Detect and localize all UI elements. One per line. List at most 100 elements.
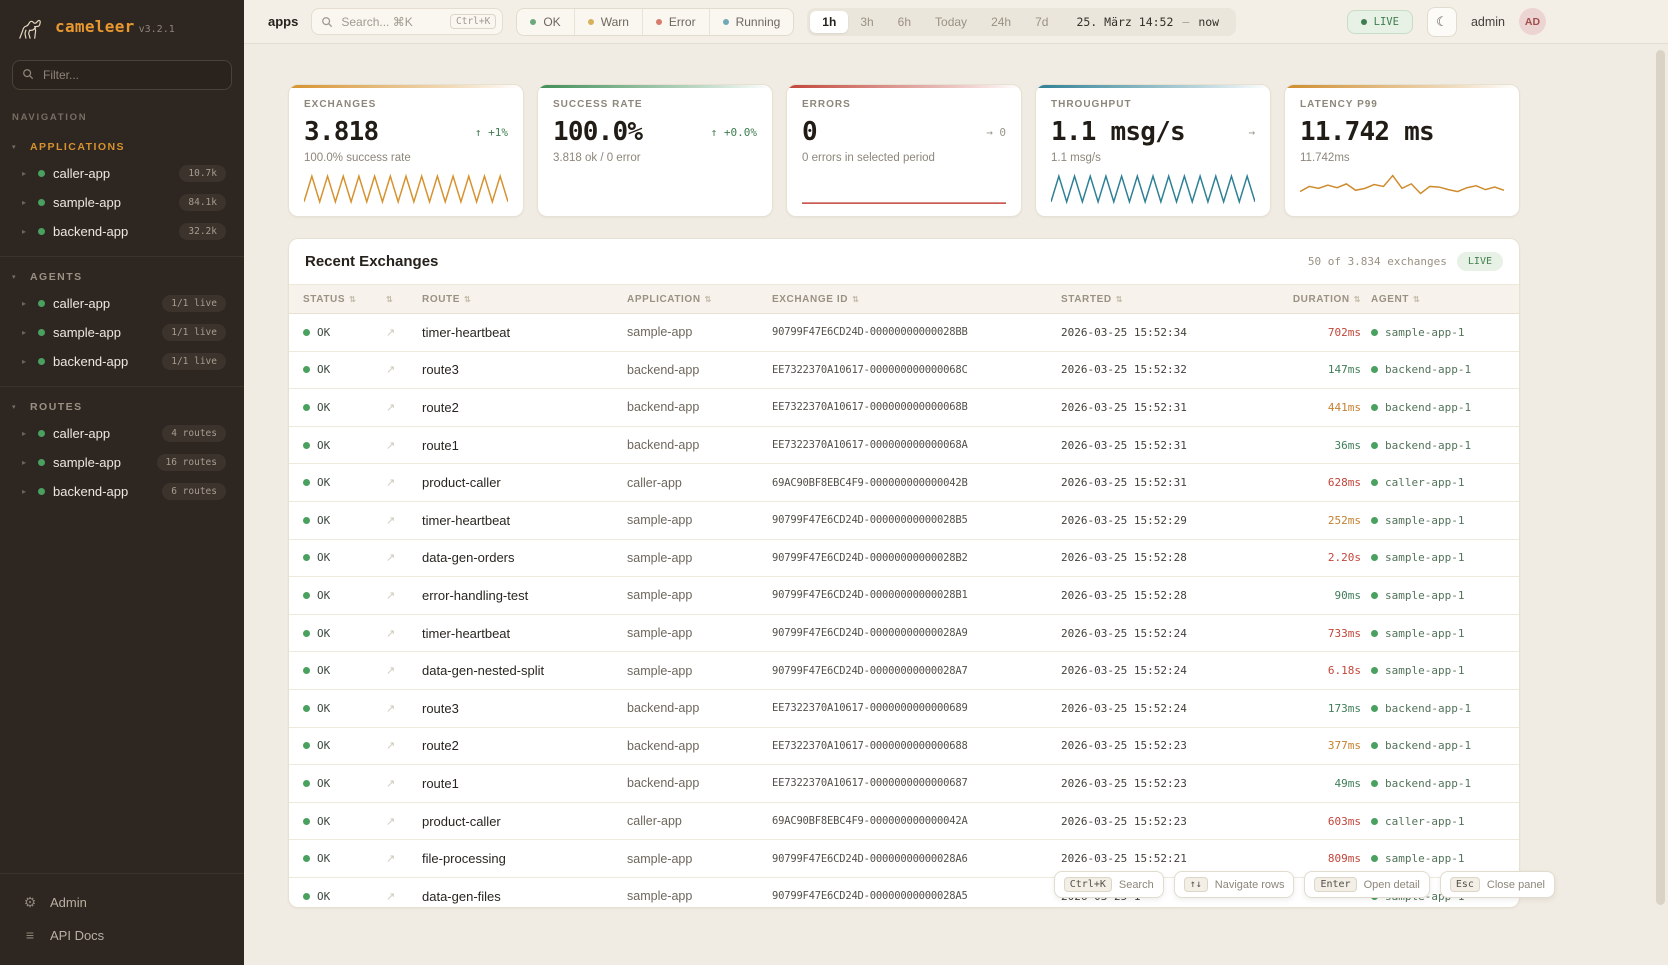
sidebar-item[interactable]: ▸ backend-app 1/1 live [0, 347, 244, 376]
row-started: 2026-03-25 15:52:31 [1061, 438, 1187, 452]
sidebar-item[interactable]: ▸ caller-app 4 routes [0, 419, 244, 448]
avatar[interactable]: AD [1519, 8, 1546, 35]
time-range-button[interactable]: Today [935, 14, 968, 29]
open-link-icon[interactable]: ↗ [386, 740, 396, 753]
sidebar-item[interactable]: ▸ backend-app 6 routes [0, 477, 244, 506]
sidebar-item[interactable]: ▸ backend-app 32.2k [0, 217, 244, 246]
time-range-button[interactable]: 6h [897, 14, 912, 29]
row-application: backend-app [627, 738, 700, 753]
status-filter-chip[interactable]: Running [708, 8, 794, 35]
column-exchange-id[interactable]: EXCHANGE ID ⇅ [772, 293, 860, 305]
status-filter-chip[interactable]: Warn [573, 8, 642, 35]
row-application: sample-app [627, 550, 693, 565]
live-toggle[interactable]: LIVE [1346, 9, 1413, 34]
status-filter-label: OK [543, 14, 561, 29]
table-row[interactable]: OK ↗ error-handling-test sample-app 9079… [289, 577, 1519, 615]
user-name: admin [1470, 14, 1505, 29]
column-agent[interactable]: AGENT ⇅ [1371, 293, 1421, 305]
row-route: route1 [422, 775, 459, 791]
row-exchange-id: 90799F47E6CD24D-00000000000028A5 [772, 890, 968, 903]
sidebar-item[interactable]: ▸ sample-app 1/1 live [0, 318, 244, 347]
row-route: timer-heartbeat [422, 625, 511, 641]
sidebar-item-admin[interactable]: ⚙ Admin [0, 886, 244, 919]
open-link-icon[interactable]: ↗ [386, 439, 396, 452]
table-row[interactable]: OK ↗ product-caller caller-app 69AC90BF8… [289, 464, 1519, 502]
search-input[interactable]: Search... ⌘K Ctrl+K [311, 8, 504, 35]
status-dot-icon [303, 817, 310, 825]
row-exchange-id: 69AC90BF8EBC4F9-000000000000042A [772, 815, 968, 828]
open-link-icon[interactable]: ↗ [386, 552, 396, 565]
open-link-icon[interactable]: ↗ [386, 401, 396, 414]
table-row[interactable]: OK ↗ route2 backend-app EE7322370A10617-… [289, 389, 1519, 427]
open-link-icon[interactable]: ↗ [386, 364, 396, 377]
open-link-icon[interactable]: ↗ [386, 589, 396, 602]
row-status: OK [317, 476, 331, 490]
time-range-button[interactable]: 3h [860, 14, 874, 29]
row-duration: 6.18s [1327, 664, 1361, 678]
open-link-icon[interactable]: ↗ [386, 890, 396, 903]
table-row[interactable]: OK ↗ route3 backend-app EE7322370A10617-… [289, 352, 1519, 390]
sidebar-item[interactable]: ▸ caller-app 10.7k [0, 159, 244, 188]
open-link-icon[interactable]: ↗ [386, 777, 396, 790]
table-row[interactable]: OK ↗ route2 backend-app EE7322370A10617-… [289, 728, 1519, 766]
row-agent: backend-app-1 [1385, 400, 1472, 414]
status-filter-chip[interactable]: OK [517, 9, 573, 35]
row-route: route1 [422, 437, 459, 453]
open-link-icon[interactable]: ↗ [386, 853, 396, 866]
time-range-button[interactable]: 1h [810, 10, 849, 33]
status-filter-chip[interactable]: Error [641, 8, 709, 35]
open-link-icon[interactable]: ↗ [386, 665, 396, 678]
open-link-icon[interactable]: ↗ [386, 477, 396, 490]
scrollbar-thumb[interactable] [1656, 50, 1665, 905]
table-row[interactable]: OK ↗ route1 backend-app EE7322370A10617-… [289, 765, 1519, 803]
table-row[interactable]: OK ↗ product-caller caller-app 69AC90BF8… [289, 803, 1519, 841]
theme-toggle-button[interactable]: ☾ [1426, 6, 1457, 37]
column-duration[interactable]: DURATION ⇅ [1292, 293, 1361, 305]
column-started[interactable]: STARTED ⇅ [1061, 293, 1123, 305]
open-link-icon[interactable]: ↗ [386, 514, 396, 527]
column-status[interactable]: STATUS ⇅ [303, 293, 357, 305]
time-range-button[interactable]: 7d [1035, 14, 1049, 29]
card-subtitle: 3.818 ok / 0 error [553, 152, 641, 164]
sidebar-item[interactable]: ▸ caller-app 1/1 live [0, 289, 244, 318]
column-link[interactable]: ⇅ [386, 295, 422, 304]
table-row[interactable]: OK ↗ data-gen-orders sample-app 90799F47… [289, 540, 1519, 578]
agent-dot-icon [1371, 328, 1378, 336]
sidebar-section-header[interactable]: ▾ APPLICATIONS [0, 139, 244, 159]
row-started: 2026-03-25 15:52:23 [1061, 814, 1187, 828]
table-row[interactable]: OK ↗ timer-heartbeat sample-app 90799F47… [289, 502, 1519, 540]
table-row[interactable]: OK ↗ data-gen-nested-split sample-app 90… [289, 652, 1519, 690]
card-label: ERRORS [802, 99, 851, 110]
sidebar-filter-input[interactable] [12, 60, 232, 90]
table-row[interactable]: OK ↗ timer-heartbeat sample-app 90799F47… [289, 314, 1519, 352]
table-row[interactable]: OK ↗ route3 backend-app EE7322370A10617-… [289, 690, 1519, 728]
column-route[interactable]: ROUTE ⇅ [422, 293, 472, 305]
page-scrollbar[interactable] [1656, 48, 1665, 959]
sidebar-section-header[interactable]: ▾ ROUTES [0, 399, 244, 419]
column-application[interactable]: APPLICATION ⇅ [627, 293, 712, 305]
table-row[interactable]: OK ↗ timer-heartbeat sample-app 90799F47… [289, 615, 1519, 653]
sparkline-chart [304, 171, 508, 207]
context-label: apps [268, 14, 299, 29]
row-duration: 173ms [1327, 701, 1361, 715]
row-agent: sample-app-1 [1385, 551, 1465, 565]
row-exchange-id: 90799F47E6CD24D-00000000000028B1 [772, 589, 968, 602]
row-route: route3 [422, 362, 459, 378]
sidebar-section-header[interactable]: ▾ AGENTS [0, 269, 244, 289]
footer-item-label: Admin [50, 895, 87, 910]
date-range[interactable]: 25. März 14:52 — now [1060, 15, 1233, 29]
sidebar-item[interactable]: ▸ sample-app 16 routes [0, 448, 244, 477]
open-link-icon[interactable]: ↗ [386, 702, 396, 715]
row-agent: sample-app-1 [1385, 325, 1465, 339]
open-link-icon[interactable]: ↗ [386, 326, 396, 339]
table-row[interactable]: OK ↗ file-processing sample-app 90799F47… [289, 840, 1519, 878]
open-link-icon[interactable]: ↗ [386, 627, 396, 640]
row-started: 2026-03-25 15:52:28 [1061, 588, 1187, 602]
sidebar-item[interactable]: ▸ sample-app 84.1k [0, 188, 244, 217]
sidebar-item-api-docs[interactable]: ≡ API Docs [0, 919, 244, 951]
time-range-button[interactable]: 24h [991, 14, 1012, 29]
table-row[interactable]: OK ↗ route1 backend-app EE7322370A10617-… [289, 427, 1519, 465]
card-subtitle: 100.0% success rate [304, 152, 411, 164]
open-link-icon[interactable]: ↗ [386, 815, 396, 828]
row-started: 2026-03-25 15:52:23 [1061, 739, 1187, 753]
